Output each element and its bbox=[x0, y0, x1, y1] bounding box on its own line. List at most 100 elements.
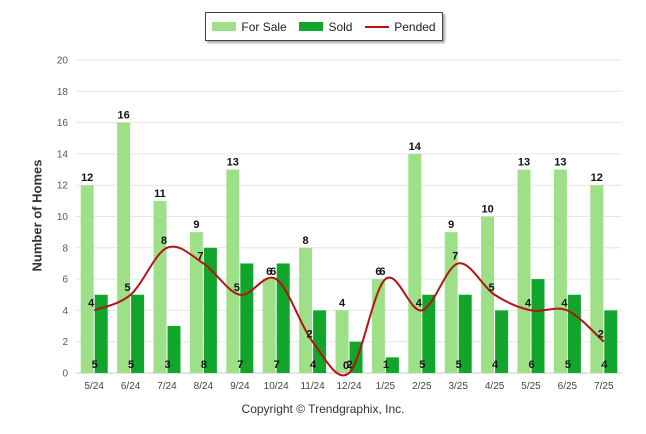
bar-sold bbox=[422, 294, 436, 373]
y-tick-label: 10 bbox=[57, 212, 69, 223]
bar-for-sale bbox=[262, 279, 276, 373]
y-tick-label: 4 bbox=[62, 306, 68, 317]
legend-label-pended: Pended bbox=[394, 19, 436, 34]
data-label-pended: 5 bbox=[234, 282, 240, 294]
x-tick-label: 9/24 bbox=[230, 381, 250, 392]
y-tick-label: 14 bbox=[57, 149, 69, 160]
bar-for-sale bbox=[226, 169, 240, 373]
y-tick-label: 16 bbox=[57, 118, 69, 129]
bar-sold bbox=[240, 263, 254, 373]
data-label-sold: 6 bbox=[528, 359, 534, 371]
data-label-pended: 4 bbox=[88, 297, 95, 309]
data-label-pended: 5 bbox=[489, 282, 495, 294]
bar-sold bbox=[604, 310, 618, 373]
x-tick-label: 2/25 bbox=[412, 381, 432, 392]
data-label-pended: 4 bbox=[416, 297, 423, 309]
x-tick-label: 5/24 bbox=[84, 381, 104, 392]
data-label-pended: 0 bbox=[343, 360, 349, 372]
data-label-pended: 7 bbox=[197, 250, 203, 262]
y-tick-label: 8 bbox=[62, 243, 68, 254]
data-label-sold: 4 bbox=[492, 359, 499, 371]
data-label-pended: 7 bbox=[452, 250, 458, 262]
x-tick-label: 12/24 bbox=[336, 381, 361, 392]
y-tick-label: 12 bbox=[57, 181, 69, 192]
data-label-sold: 5 bbox=[128, 359, 134, 371]
x-tick-label: 7/24 bbox=[157, 381, 177, 392]
bar-for-sale bbox=[590, 185, 604, 373]
x-tick-label: 10/24 bbox=[264, 381, 289, 392]
bar-sold bbox=[94, 294, 108, 373]
bar-for-sale bbox=[80, 185, 94, 373]
bar-for-sale bbox=[117, 122, 131, 373]
bar-for-sale bbox=[335, 310, 349, 373]
x-tick-label: 4/25 bbox=[485, 381, 505, 392]
data-label-pended: 2 bbox=[598, 329, 604, 341]
data-label-pended: 4 bbox=[525, 297, 532, 309]
legend-label-for-sale: For Sale bbox=[241, 19, 287, 34]
data-label-sold: 8 bbox=[201, 359, 207, 371]
x-tick-label: 1/25 bbox=[376, 381, 396, 392]
data-label-for-sale: 12 bbox=[81, 172, 93, 184]
data-label-for-sale: 11 bbox=[154, 188, 166, 200]
bar-sold bbox=[567, 294, 581, 373]
bar-sold bbox=[385, 357, 399, 373]
bar-for-sale bbox=[408, 153, 422, 373]
bar-sold bbox=[203, 247, 217, 373]
data-label-for-sale: 13 bbox=[227, 157, 239, 169]
copyright-text: Copyright © Trendgraphix, Inc. bbox=[241, 402, 405, 416]
bar-sold bbox=[495, 310, 509, 373]
x-tick-label: 5/25 bbox=[521, 381, 541, 392]
sold-swatch-icon bbox=[299, 22, 324, 31]
x-tick-label: 3/25 bbox=[448, 381, 468, 392]
bar-for-sale bbox=[481, 216, 495, 373]
data-label-for-sale: 12 bbox=[591, 172, 603, 184]
legend: For Sale Sold Pended bbox=[205, 12, 443, 41]
data-label-for-sale: 9 bbox=[193, 219, 199, 231]
bar-for-sale bbox=[444, 232, 458, 373]
x-tick-label: 8/24 bbox=[194, 381, 214, 392]
data-label-sold: 5 bbox=[456, 359, 462, 371]
data-label-for-sale: 9 bbox=[448, 219, 454, 231]
bar-for-sale bbox=[189, 232, 203, 373]
bar-sold bbox=[167, 326, 181, 373]
y-tick-label: 0 bbox=[62, 369, 68, 380]
data-label-sold: 7 bbox=[237, 359, 243, 371]
data-label-for-sale: 10 bbox=[481, 204, 493, 216]
x-tick-label: 11/24 bbox=[300, 381, 325, 392]
data-label-pended: 5 bbox=[125, 282, 131, 294]
bar-sold bbox=[458, 294, 472, 373]
x-tick-label: 6/25 bbox=[558, 381, 578, 392]
bar-for-sale bbox=[553, 169, 567, 373]
legend-item-pended: Pended bbox=[365, 19, 436, 34]
legend-item-sold: Sold bbox=[299, 20, 352, 34]
y-tick-label: 2 bbox=[62, 337, 68, 348]
y-tick-label: 20 bbox=[57, 56, 69, 67]
bar-for-sale bbox=[153, 200, 167, 373]
data-label-for-sale: 13 bbox=[554, 157, 566, 169]
data-label-pended: 8 bbox=[161, 235, 167, 247]
y-tick-label: 6 bbox=[62, 275, 68, 286]
for-sale-swatch-icon bbox=[212, 22, 237, 31]
data-label-sold: 2 bbox=[346, 359, 352, 371]
data-label-for-sale: 4 bbox=[339, 297, 346, 309]
data-label-sold: 4 bbox=[310, 359, 317, 371]
data-label-for-sale: 14 bbox=[409, 141, 422, 153]
bar-for-sale bbox=[517, 169, 531, 373]
data-label-sold: 3 bbox=[164, 359, 170, 371]
x-tick-label: 7/25 bbox=[594, 381, 614, 392]
data-label-sold: 1 bbox=[383, 359, 389, 371]
legend-label-sold: Sold bbox=[328, 19, 353, 34]
data-label-for-sale: 13 bbox=[518, 157, 530, 169]
data-label-sold: 7 bbox=[274, 359, 280, 371]
y-axis-label: Number of Homes bbox=[29, 159, 45, 272]
legend-item-for-sale: For Sale bbox=[212, 19, 287, 34]
data-label-sold: 5 bbox=[419, 359, 425, 371]
data-label-sold: 4 bbox=[601, 359, 608, 371]
pended-line-swatch-icon bbox=[365, 25, 390, 28]
data-label-for-sale: 6 bbox=[375, 266, 381, 278]
data-label-pended: 4 bbox=[561, 297, 568, 309]
y-tick-label: 18 bbox=[57, 87, 69, 98]
bar-sold bbox=[131, 294, 145, 373]
data-label-for-sale: 16 bbox=[117, 110, 129, 122]
